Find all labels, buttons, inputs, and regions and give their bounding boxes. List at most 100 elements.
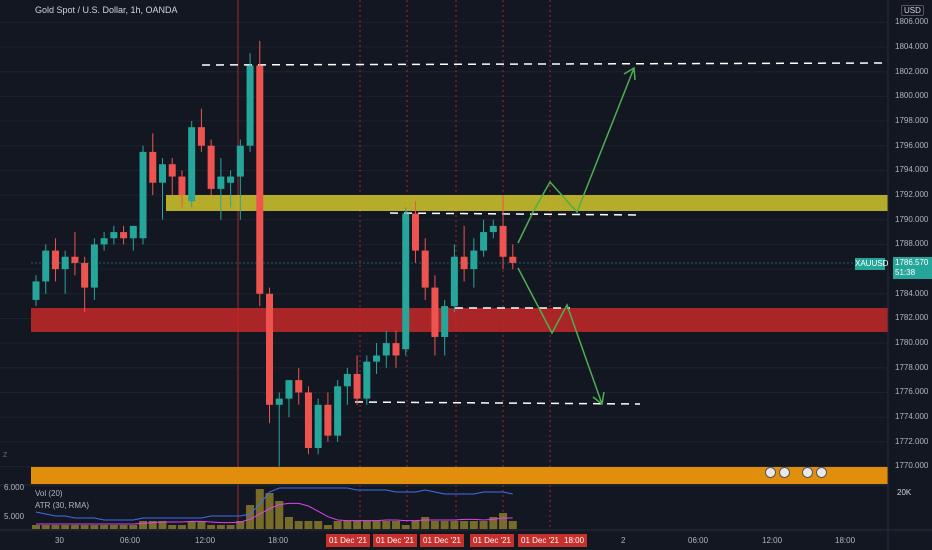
volume-bar xyxy=(197,521,206,529)
candle-body[interactable] xyxy=(402,213,410,350)
candle-body[interactable] xyxy=(489,225,497,233)
volume-bar xyxy=(70,525,79,529)
candle-body[interactable] xyxy=(295,380,303,393)
volume-axis-label: 20K xyxy=(897,488,912,497)
date-marker-tag[interactable]: 01 Dec '21 xyxy=(326,534,370,547)
candle-body[interactable] xyxy=(178,176,186,196)
volume-bar xyxy=(109,525,118,529)
level-line-resistance[interactable] xyxy=(389,212,641,216)
candle-body[interactable] xyxy=(382,343,390,356)
candle-body[interactable] xyxy=(90,244,98,288)
candle-body[interactable] xyxy=(450,256,458,307)
volume-bar xyxy=(469,521,478,529)
flag-icon[interactable] xyxy=(765,467,776,478)
candle-body[interactable] xyxy=(392,343,400,356)
candle-body[interactable] xyxy=(71,256,79,263)
symbol-badge: XAUUSD xyxy=(855,258,889,270)
candle-body[interactable] xyxy=(227,176,235,183)
flag-icon[interactable] xyxy=(816,467,827,478)
level-line-bottom[interactable] xyxy=(354,401,641,405)
candle-body[interactable] xyxy=(32,281,40,300)
price-tick: 1804.000 xyxy=(895,42,929,51)
candle-body[interactable] xyxy=(139,151,147,239)
volume-bar xyxy=(207,525,216,529)
candle-body[interactable] xyxy=(246,65,254,146)
candle-body[interactable] xyxy=(81,262,89,288)
candle-body[interactable] xyxy=(197,127,205,146)
price-tick: 1782.000 xyxy=(895,313,929,323)
time-tick: 12:00 xyxy=(762,536,783,545)
volume-bar xyxy=(499,513,508,529)
date-marker-tag[interactable]: 01 Dec '21 xyxy=(373,534,417,547)
date-marker-tag[interactable]: 01 Dec '21 xyxy=(518,534,562,547)
volume-bar xyxy=(236,521,245,529)
candle-body[interactable] xyxy=(353,373,361,399)
candle-body[interactable] xyxy=(343,373,351,387)
candle-body[interactable] xyxy=(441,306,449,337)
atr-indicator-label[interactable]: ATR (30, RMA) xyxy=(35,501,90,510)
candle-body[interactable] xyxy=(158,164,166,183)
support-zone[interactable] xyxy=(31,308,888,332)
volume-bar xyxy=(343,521,352,529)
candle-body[interactable] xyxy=(266,293,274,405)
bullish-projection-arrow[interactable] xyxy=(517,67,635,244)
candle-body[interactable] xyxy=(480,232,488,251)
candle-body[interactable] xyxy=(120,232,128,239)
volume-bar xyxy=(489,517,498,529)
candle-body[interactable] xyxy=(285,380,293,399)
candle-body[interactable] xyxy=(129,225,137,239)
resistance-zone[interactable] xyxy=(166,195,888,211)
candle-body[interactable] xyxy=(149,151,157,183)
volume-bar xyxy=(508,521,517,529)
date-marker-tag[interactable]: 01 Dec '21 xyxy=(470,534,514,547)
level-line-top[interactable] xyxy=(201,62,889,66)
candle-body[interactable] xyxy=(304,392,312,448)
candle-body[interactable] xyxy=(499,225,507,257)
candle-body[interactable] xyxy=(51,250,59,270)
volume-bar xyxy=(255,489,264,529)
bearish-projection-arrow[interactable] xyxy=(517,267,603,405)
candle-body[interactable] xyxy=(207,145,215,189)
candle-body[interactable] xyxy=(431,287,439,337)
volume-bar xyxy=(41,525,50,529)
candle-body[interactable] xyxy=(411,213,419,251)
volume-bar xyxy=(139,521,148,529)
candle-body[interactable] xyxy=(509,256,517,263)
bearish-arrowhead xyxy=(592,391,605,406)
candle-body[interactable] xyxy=(470,250,478,270)
candle-body[interactable] xyxy=(110,232,118,239)
flag-icon[interactable] xyxy=(802,467,813,478)
time-tick: 2 xyxy=(621,536,626,545)
volume-bar xyxy=(90,525,99,529)
candle-body[interactable] xyxy=(314,404,322,448)
candle-body[interactable] xyxy=(236,145,244,177)
event-icons-group-1[interactable] xyxy=(765,467,790,478)
event-icons-group-2[interactable] xyxy=(802,467,827,478)
candle-body[interactable] xyxy=(42,250,50,282)
currency-button[interactable]: USD xyxy=(901,5,924,16)
bullish-arrowhead xyxy=(623,66,636,81)
time-tick: 12:00 xyxy=(195,536,216,545)
zoom-icon[interactable]: Z xyxy=(3,452,8,459)
bottom-band[interactable] xyxy=(31,467,888,484)
candle-body[interactable] xyxy=(256,65,264,294)
candle-body[interactable] xyxy=(324,404,332,436)
volume-bar xyxy=(80,525,89,529)
price-tick: 1798.000 xyxy=(895,116,929,126)
flag-icon[interactable] xyxy=(779,467,790,478)
candle-body[interactable] xyxy=(373,355,381,362)
candle-body[interactable] xyxy=(421,250,429,288)
price-tick: 1796.000 xyxy=(895,140,929,150)
candle-body[interactable] xyxy=(61,256,69,270)
volume-indicator-label[interactable]: Vol (20) xyxy=(35,489,63,498)
candle-body[interactable] xyxy=(100,238,108,245)
candle-body[interactable] xyxy=(334,386,342,436)
candle-body[interactable] xyxy=(168,164,176,177)
candle-body[interactable] xyxy=(275,398,283,405)
date-marker-tag[interactable]: 01 Dec '21 xyxy=(420,534,464,547)
candle-body[interactable] xyxy=(363,361,371,399)
candle-body[interactable] xyxy=(188,127,196,202)
candle-body[interactable] xyxy=(217,176,225,189)
time-tick: 06:00 xyxy=(120,536,141,545)
